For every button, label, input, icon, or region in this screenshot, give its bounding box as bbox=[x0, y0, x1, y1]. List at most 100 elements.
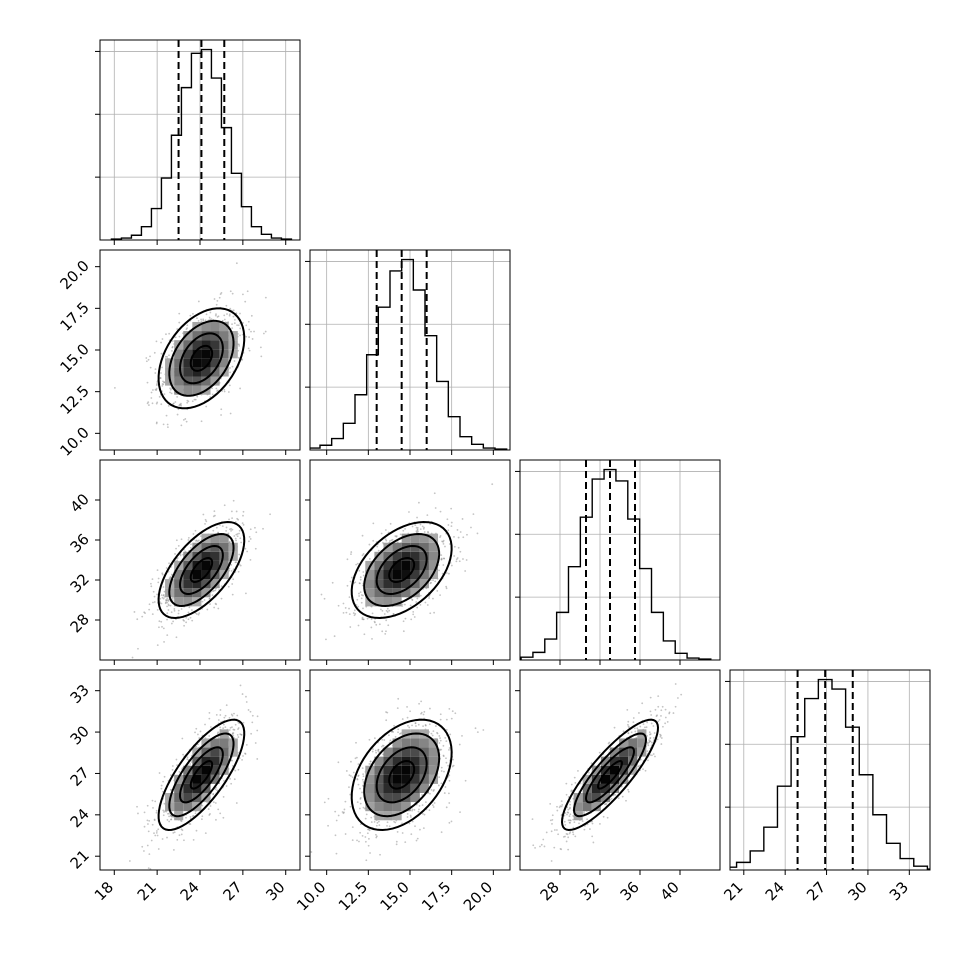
scatter-point bbox=[625, 799, 627, 802]
scatter-point bbox=[161, 338, 164, 340]
scatter-point bbox=[211, 594, 214, 597]
density-cell bbox=[183, 331, 193, 341]
density-panel-3-0: 21 24 27 30 33 18 21 24 27 30 bbox=[67, 669, 301, 904]
scatter-point bbox=[176, 396, 179, 398]
scatter-point bbox=[214, 788, 217, 791]
scatter-point bbox=[399, 732, 401, 735]
density-cell bbox=[210, 765, 220, 775]
x-tick-label: 24 bbox=[177, 878, 203, 904]
scatter-point bbox=[229, 367, 231, 369]
scatter-point bbox=[215, 587, 217, 590]
density-cell bbox=[392, 570, 402, 580]
scatter-point bbox=[355, 756, 358, 759]
scatter-point bbox=[248, 540, 250, 543]
scatter-point bbox=[350, 760, 352, 763]
scatter-point bbox=[176, 764, 178, 767]
scatter-point bbox=[185, 328, 188, 331]
scatter-point bbox=[224, 714, 227, 717]
scatter-point bbox=[181, 737, 184, 740]
scatter-point bbox=[391, 538, 394, 541]
scatter-point bbox=[242, 510, 245, 513]
scatter-point bbox=[239, 564, 242, 567]
scatter-point bbox=[177, 545, 180, 547]
scatter-point bbox=[191, 400, 194, 403]
density-cell bbox=[383, 551, 393, 561]
scatter-point bbox=[610, 797, 613, 800]
scatter-point bbox=[256, 729, 259, 732]
scatter-point bbox=[223, 779, 225, 782]
scatter-point bbox=[145, 360, 148, 363]
y-tick-label: 32 bbox=[67, 570, 93, 596]
density-cell bbox=[374, 802, 384, 812]
scatter-point bbox=[358, 592, 360, 595]
scatter-point bbox=[602, 815, 605, 818]
scatter-point bbox=[445, 587, 448, 590]
scatter-point bbox=[569, 800, 571, 803]
density-cell bbox=[610, 783, 620, 794]
scatter-point bbox=[235, 539, 237, 542]
scatter-point bbox=[423, 710, 426, 713]
scatter-point bbox=[192, 533, 195, 535]
density-cell bbox=[582, 783, 592, 794]
scatter-point bbox=[568, 832, 571, 835]
scatter-point bbox=[151, 578, 154, 581]
scatter-point bbox=[352, 612, 355, 614]
density-cell bbox=[392, 793, 402, 803]
density-cell bbox=[183, 340, 193, 350]
scatter-point bbox=[439, 737, 441, 739]
scatter-point bbox=[443, 770, 445, 773]
scatter-point bbox=[150, 585, 153, 588]
scatter-point bbox=[157, 581, 160, 584]
density-cell bbox=[201, 551, 211, 561]
scatter-point bbox=[204, 319, 207, 322]
scatter-point bbox=[151, 613, 154, 616]
scatter-point bbox=[209, 311, 212, 314]
scatter-point bbox=[423, 813, 426, 816]
density-cell bbox=[392, 738, 402, 748]
density-cell bbox=[401, 729, 411, 739]
scatter-point bbox=[413, 616, 416, 618]
density-cell bbox=[174, 570, 184, 580]
scatter-point bbox=[146, 819, 149, 822]
density-cell bbox=[410, 765, 420, 775]
scatter-point bbox=[192, 838, 195, 841]
scatter-point bbox=[366, 828, 369, 831]
scatter-point bbox=[565, 793, 568, 796]
scatter-point bbox=[170, 814, 172, 817]
scatter-point bbox=[369, 760, 372, 763]
scatter-point bbox=[531, 818, 534, 821]
scatter-point bbox=[393, 724, 395, 727]
scatter-point bbox=[151, 823, 154, 826]
scatter-point bbox=[353, 614, 356, 617]
scatter-point bbox=[167, 469, 169, 471]
density-cell bbox=[365, 783, 375, 794]
density-cell bbox=[201, 358, 211, 368]
scatter-point bbox=[426, 604, 429, 606]
scatter-point bbox=[349, 805, 352, 808]
scatter-point bbox=[239, 327, 242, 330]
scatter-point bbox=[411, 724, 413, 727]
density-cell bbox=[365, 802, 375, 812]
density-cell bbox=[201, 588, 211, 598]
density-cell bbox=[410, 588, 420, 598]
density-cell bbox=[219, 358, 229, 368]
scatter-point bbox=[365, 859, 368, 862]
scatter-point bbox=[232, 309, 235, 312]
hist-panel-1 bbox=[305, 249, 511, 455]
scatter-point bbox=[172, 620, 175, 623]
scatter-point bbox=[220, 597, 223, 600]
panel-frame bbox=[309, 669, 511, 871]
density-cell bbox=[428, 738, 439, 748]
scatter-point bbox=[159, 597, 162, 600]
scatter-point bbox=[223, 314, 226, 317]
scatter-point bbox=[410, 816, 412, 818]
scatter-point bbox=[656, 738, 659, 741]
scatter-point bbox=[362, 806, 365, 809]
scatter-point bbox=[195, 829, 198, 832]
scatter-point bbox=[402, 529, 405, 532]
scatter-point bbox=[170, 611, 173, 614]
scatter-point bbox=[447, 764, 450, 767]
scatter-point bbox=[205, 313, 208, 316]
scatter-point bbox=[422, 713, 425, 716]
scatter-point bbox=[659, 733, 661, 736]
